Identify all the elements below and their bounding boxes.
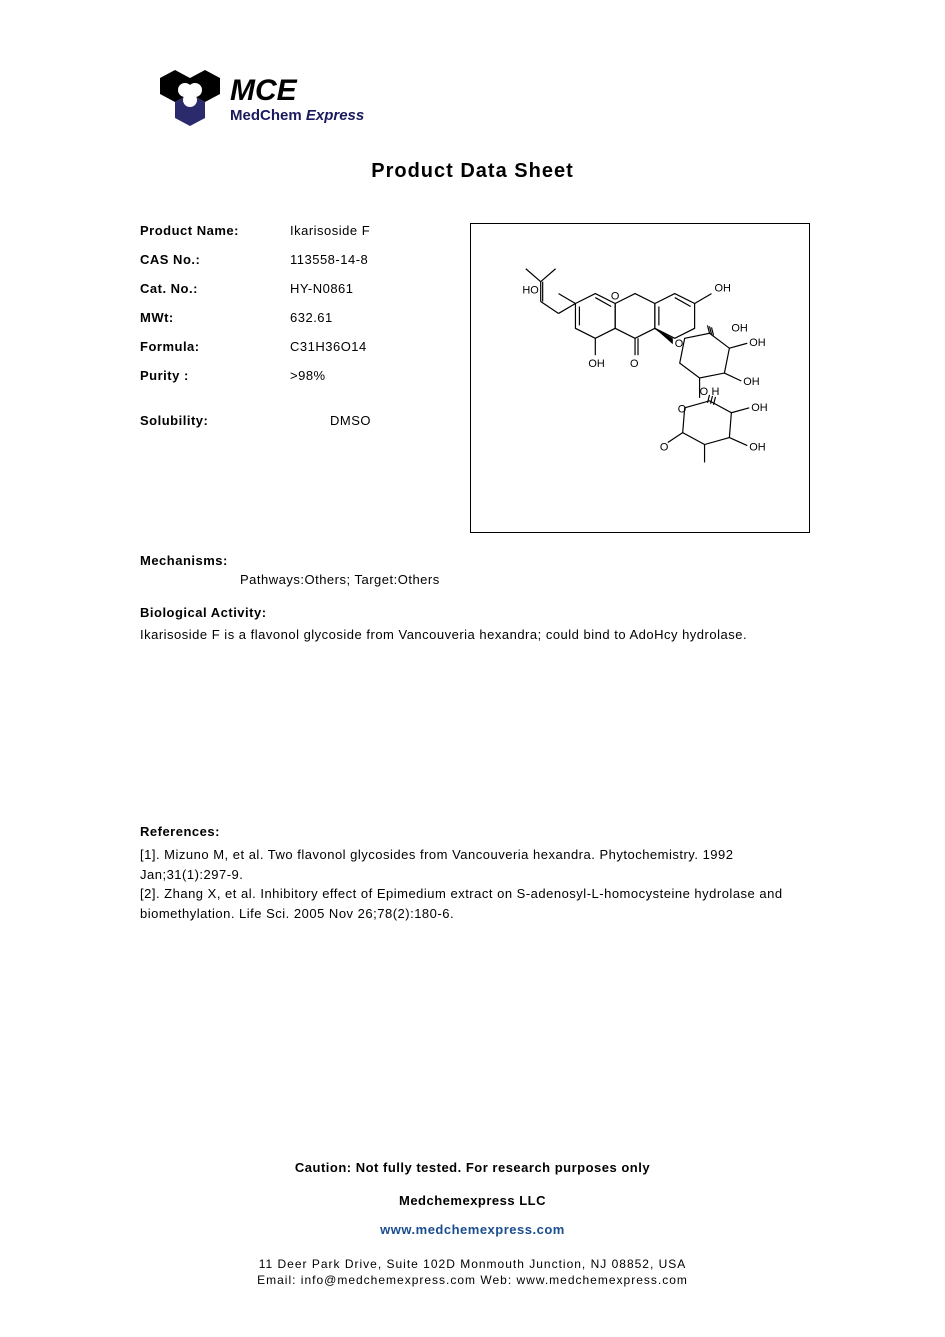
mechanisms-section: Mechanisms: Pathways:Others; Target:Othe… bbox=[90, 553, 855, 587]
property-row: CAS No.: 113558-14-8 bbox=[140, 252, 440, 267]
svg-text:MCE: MCE bbox=[230, 74, 298, 107]
property-value: 632.61 bbox=[290, 310, 440, 325]
top-row: Product Name: Ikarisoside F CAS No.: 113… bbox=[90, 223, 855, 533]
biological-text: Ikarisoside F is a flavonol glycoside fr… bbox=[140, 626, 815, 644]
references-section: References: [1]. Mizuno M, et al. Two fl… bbox=[90, 824, 855, 923]
svg-text:O: O bbox=[675, 338, 683, 350]
solubility-value: DMSO bbox=[290, 413, 440, 428]
svg-text:O: O bbox=[611, 291, 619, 303]
address-text: 11 Deer Park Drive, Suite 102D Monmouth … bbox=[0, 1255, 945, 1273]
property-value: >98% bbox=[290, 368, 440, 383]
property-row: Cat. No.: HY-N0861 bbox=[140, 281, 440, 296]
svg-text:OH: OH bbox=[714, 283, 730, 295]
logo: MCE MedChem Express bbox=[135, 60, 855, 150]
website-link[interactable]: www.medchemexpress.com bbox=[0, 1222, 945, 1237]
property-value: 113558-14-8 bbox=[290, 252, 440, 267]
chemical-structure-icon: HO OH OH OH OH O O O O H O OH OH O OH bbox=[481, 234, 799, 522]
reference-item: [2]. Zhang X, et al. Inhibitory effect o… bbox=[140, 884, 815, 923]
property-row: Formula: C31H36O14 bbox=[140, 339, 440, 354]
property-value: C31H36O14 bbox=[290, 339, 440, 354]
solubility-row: Solubility: DMSO bbox=[140, 413, 440, 428]
svg-text:OH: OH bbox=[588, 358, 604, 370]
page-title: Product Data Sheet bbox=[90, 160, 855, 183]
reference-item: [1]. Mizuno M, et al. Two flavonol glyco… bbox=[140, 845, 815, 884]
svg-text:HO: HO bbox=[522, 285, 538, 297]
property-value: HY-N0861 bbox=[290, 281, 440, 296]
page: MCE MedChem Express Product Data Sheet P… bbox=[0, 0, 945, 1337]
company-name: Medchemexpress LLC bbox=[0, 1193, 945, 1208]
svg-text:O: O bbox=[678, 404, 686, 416]
solubility-label: Solubility: bbox=[140, 413, 290, 428]
property-row: Product Name: Ikarisoside F bbox=[140, 223, 440, 238]
svg-text:OH: OH bbox=[743, 376, 759, 388]
property-label: Purity : bbox=[140, 368, 290, 383]
chemical-structure-box: HO OH OH OH OH O O O O H O OH OH O OH bbox=[470, 223, 810, 533]
property-row: Purity : >98% bbox=[140, 368, 440, 383]
property-row: MWt: 632.61 bbox=[140, 310, 440, 325]
biological-label: Biological Activity: bbox=[140, 605, 815, 620]
property-label: CAS No.: bbox=[140, 252, 290, 267]
svg-text:OH: OH bbox=[731, 322, 747, 334]
mce-logo-icon: MCE MedChem Express bbox=[135, 60, 385, 145]
contact-text: Email: info@medchemexpress.com Web: www.… bbox=[0, 1273, 945, 1287]
property-label: Cat. No.: bbox=[140, 281, 290, 296]
property-value: Ikarisoside F bbox=[290, 223, 440, 238]
property-label: Formula: bbox=[140, 339, 290, 354]
caution-text: Caution: Not fully tested. For research … bbox=[0, 1160, 945, 1175]
svg-text:O: O bbox=[630, 358, 638, 370]
footer: Caution: Not fully tested. For research … bbox=[0, 1160, 945, 1287]
properties-table: Product Name: Ikarisoside F CAS No.: 113… bbox=[90, 223, 440, 533]
mechanisms-value: Pathways:Others; Target:Others bbox=[140, 572, 815, 587]
svg-text:OH: OH bbox=[749, 441, 765, 453]
svg-text:H: H bbox=[712, 386, 720, 398]
property-label: Product Name: bbox=[140, 223, 290, 238]
property-label: MWt: bbox=[140, 310, 290, 325]
biological-section: Biological Activity: Ikarisoside F is a … bbox=[90, 605, 855, 644]
svg-text:OH: OH bbox=[749, 337, 765, 349]
svg-text:O: O bbox=[700, 386, 708, 398]
mechanisms-label: Mechanisms: bbox=[140, 553, 815, 568]
svg-text:O: O bbox=[660, 441, 668, 453]
references-label: References: bbox=[140, 824, 815, 839]
svg-text:MedChem Express: MedChem Express bbox=[230, 107, 364, 124]
svg-text:OH: OH bbox=[751, 402, 767, 414]
